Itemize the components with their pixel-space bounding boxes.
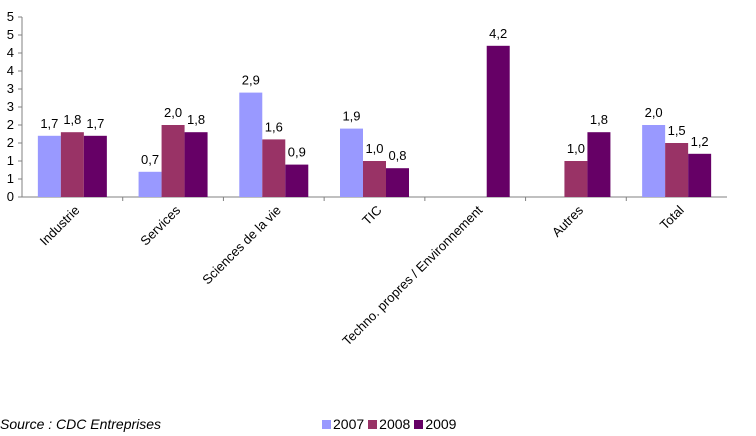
y-tick-label: 1 (7, 171, 14, 186)
bar (83, 135, 107, 197)
bar (60, 132, 84, 197)
bar (642, 125, 666, 197)
legend-swatch-2008 (368, 419, 378, 429)
data-label: 0,9 (288, 145, 306, 160)
data-label: 0,8 (388, 148, 406, 163)
x-category-label: Techno. propres / Environnement (339, 202, 485, 348)
y-tick-label: 2 (7, 117, 14, 132)
data-label: 1,8 (63, 112, 81, 127)
x-category-label: Services (137, 202, 183, 248)
bar (665, 143, 689, 197)
data-label: 0,7 (141, 152, 159, 167)
bar (184, 132, 208, 197)
data-label: 1,0 (365, 141, 383, 156)
y-tick-label: 4 (7, 45, 14, 60)
data-label: 1,7 (40, 116, 58, 131)
x-category-label: Sciences de la vie (199, 203, 284, 288)
y-tick-label: 0 (7, 189, 14, 204)
x-category-label: Autres (549, 202, 587, 240)
data-label: 1,6 (265, 119, 283, 134)
bar (386, 168, 409, 197)
y-tick-label: 3 (7, 81, 14, 96)
y-tick-label: 4 (7, 63, 14, 78)
legend-swatch-2009 (414, 419, 424, 429)
bar (688, 153, 712, 197)
data-label: 1,0 (567, 141, 585, 156)
data-label: 1,7 (86, 116, 104, 131)
data-label: 2,0 (164, 105, 182, 120)
legend-label-2008: 2008 (379, 416, 411, 432)
chart-legend: 2007 2008 2009 (322, 416, 460, 432)
y-tick-label: 3 (7, 99, 14, 114)
data-label: 1,8 (187, 112, 205, 127)
y-tick-label: 5 (7, 27, 14, 42)
bar (285, 164, 309, 197)
x-category-label: Industrie (37, 203, 83, 249)
data-label: 2,9 (242, 73, 260, 88)
data-label: 2,0 (645, 105, 663, 120)
legend-item-2009: 2009 (414, 416, 456, 432)
legend-label-2007: 2007 (333, 416, 365, 432)
data-label: 4,2 (489, 26, 507, 41)
y-tick-label: 1 (7, 153, 14, 168)
bar (161, 125, 185, 197)
source-note: Source : CDC Entreprises (0, 416, 162, 432)
bar (138, 171, 162, 197)
bar (262, 139, 286, 197)
bar (239, 92, 263, 197)
bar (587, 132, 611, 197)
bar (340, 128, 363, 197)
legend-item-2008: 2008 (368, 416, 410, 432)
bar (486, 45, 510, 197)
data-label: 1,8 (590, 112, 608, 127)
bar (363, 161, 386, 197)
legend-swatch-2007 (322, 419, 331, 429)
legend-label-2009: 2009 (425, 416, 457, 432)
x-category-label: TIC (359, 203, 384, 228)
x-category-label: Total (657, 202, 687, 232)
data-label: 1,2 (691, 134, 709, 149)
y-tick-label: 5 (7, 9, 14, 24)
bar (37, 135, 61, 197)
data-label: 1,5 (668, 123, 686, 138)
legend-item-2007: 2007 (322, 416, 364, 432)
y-tick-label: 2 (7, 135, 14, 150)
bar (564, 161, 588, 197)
data-label: 1,9 (342, 109, 360, 124)
